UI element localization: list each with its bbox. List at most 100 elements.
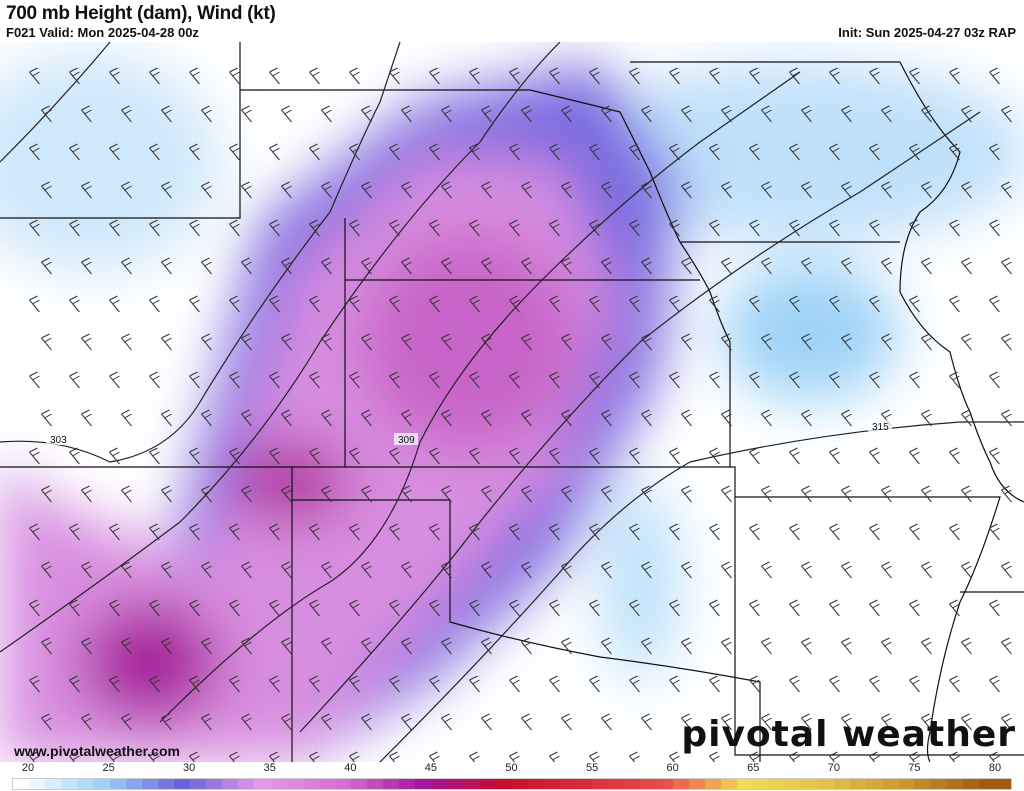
wind-barb	[241, 333, 252, 351]
wind-barb	[909, 67, 920, 85]
wind-barb	[1001, 257, 1012, 275]
wind-barb	[389, 219, 400, 237]
wind-barb	[921, 409, 932, 427]
wind-barb	[189, 599, 200, 617]
wind-barb	[429, 371, 440, 389]
wind-barb	[909, 599, 920, 617]
wind-barb	[881, 637, 892, 655]
wind-barb	[949, 295, 960, 313]
wind-barb	[149, 67, 160, 85]
wind-barb	[841, 105, 852, 123]
wind-barb	[401, 485, 412, 503]
contour-labels: 303 309 315	[46, 420, 892, 446]
wind-speed-shading	[0, 52, 1024, 762]
wind-barb	[681, 637, 692, 655]
wind-barb	[229, 447, 240, 465]
wind-barb	[749, 599, 760, 617]
wind-barb	[949, 371, 960, 389]
wind-barb	[321, 105, 332, 123]
wind-barb	[229, 143, 240, 161]
colorbar-tick: 80	[988, 762, 1002, 774]
wind-barb	[601, 181, 612, 199]
wind-barb	[41, 105, 52, 123]
wind-barb	[961, 713, 972, 731]
wind-barb	[229, 295, 240, 313]
wind-barb	[149, 447, 160, 465]
colorbar-cell	[286, 779, 303, 789]
wind-barb	[961, 333, 972, 351]
wind-barb	[681, 561, 692, 579]
wind-barb	[349, 371, 360, 389]
wind-barb	[589, 143, 600, 161]
wind-barb	[841, 637, 852, 655]
wind-barb	[601, 409, 612, 427]
wind-barb	[429, 523, 440, 541]
colorbar-cell	[753, 779, 770, 789]
wind-barb	[801, 713, 812, 731]
wind-barb	[789, 447, 800, 465]
wind-barb	[561, 333, 572, 351]
wind-barb	[189, 143, 200, 161]
wind-barb	[201, 409, 212, 427]
wind-barb	[309, 295, 320, 313]
wind-barb	[29, 143, 40, 161]
wind-barb	[81, 485, 92, 503]
wind-barb	[401, 105, 412, 123]
colorbar-cell	[640, 779, 657, 789]
wind-barb	[829, 751, 840, 762]
wind-barb	[869, 751, 880, 762]
wind-barb	[801, 485, 812, 503]
wind-barb	[881, 561, 892, 579]
wind-barb	[641, 713, 652, 731]
colorbar-tick: 65	[747, 762, 760, 774]
wind-barb	[869, 219, 880, 237]
wind-barb	[949, 447, 960, 465]
wind-barb	[721, 181, 732, 199]
wind-barb	[761, 485, 772, 503]
wind-barb	[29, 219, 40, 237]
wind-barb	[801, 409, 812, 427]
colorbar-cell	[672, 779, 689, 789]
wind-barb	[121, 105, 132, 123]
wind-barb	[241, 485, 252, 503]
wind-barb	[229, 675, 240, 693]
wind-barb	[709, 143, 720, 161]
wind-barb	[309, 751, 320, 762]
wind-barb	[549, 447, 560, 465]
wind-barb	[549, 675, 560, 693]
wind-barb	[429, 751, 440, 762]
colorbar-cell	[157, 779, 174, 789]
wind-barb	[961, 409, 972, 427]
wind-barb	[41, 485, 52, 503]
wind-barb	[349, 599, 360, 617]
wind-barb	[189, 67, 200, 85]
wind-barb	[401, 257, 412, 275]
wind-barb	[161, 105, 172, 123]
wind-barb	[881, 485, 892, 503]
colorbar-cell	[125, 779, 142, 789]
wind-barb	[921, 485, 932, 503]
colorbar-cell	[721, 779, 738, 789]
wind-barb	[81, 713, 92, 731]
website-url[interactable]: www.pivotalweather.com	[14, 743, 180, 759]
wind-barb	[709, 447, 720, 465]
wind-barb	[201, 333, 212, 351]
wind-barb	[161, 333, 172, 351]
wind-barb	[481, 409, 492, 427]
wind-barb	[801, 637, 812, 655]
wind-barb	[509, 219, 520, 237]
wind-barb	[629, 675, 640, 693]
wind-barb	[469, 675, 480, 693]
wind-barb	[721, 485, 732, 503]
wind-barb	[269, 599, 280, 617]
wind-barb	[521, 409, 532, 427]
wind-barb	[589, 751, 600, 762]
wind-barb	[321, 485, 332, 503]
colorbar-cell	[29, 779, 46, 789]
wind-barb	[349, 219, 360, 237]
wind-barb	[961, 181, 972, 199]
wind-barb	[749, 219, 760, 237]
wind-barb	[229, 371, 240, 389]
wind-barb	[561, 181, 572, 199]
wind-barb	[269, 371, 280, 389]
